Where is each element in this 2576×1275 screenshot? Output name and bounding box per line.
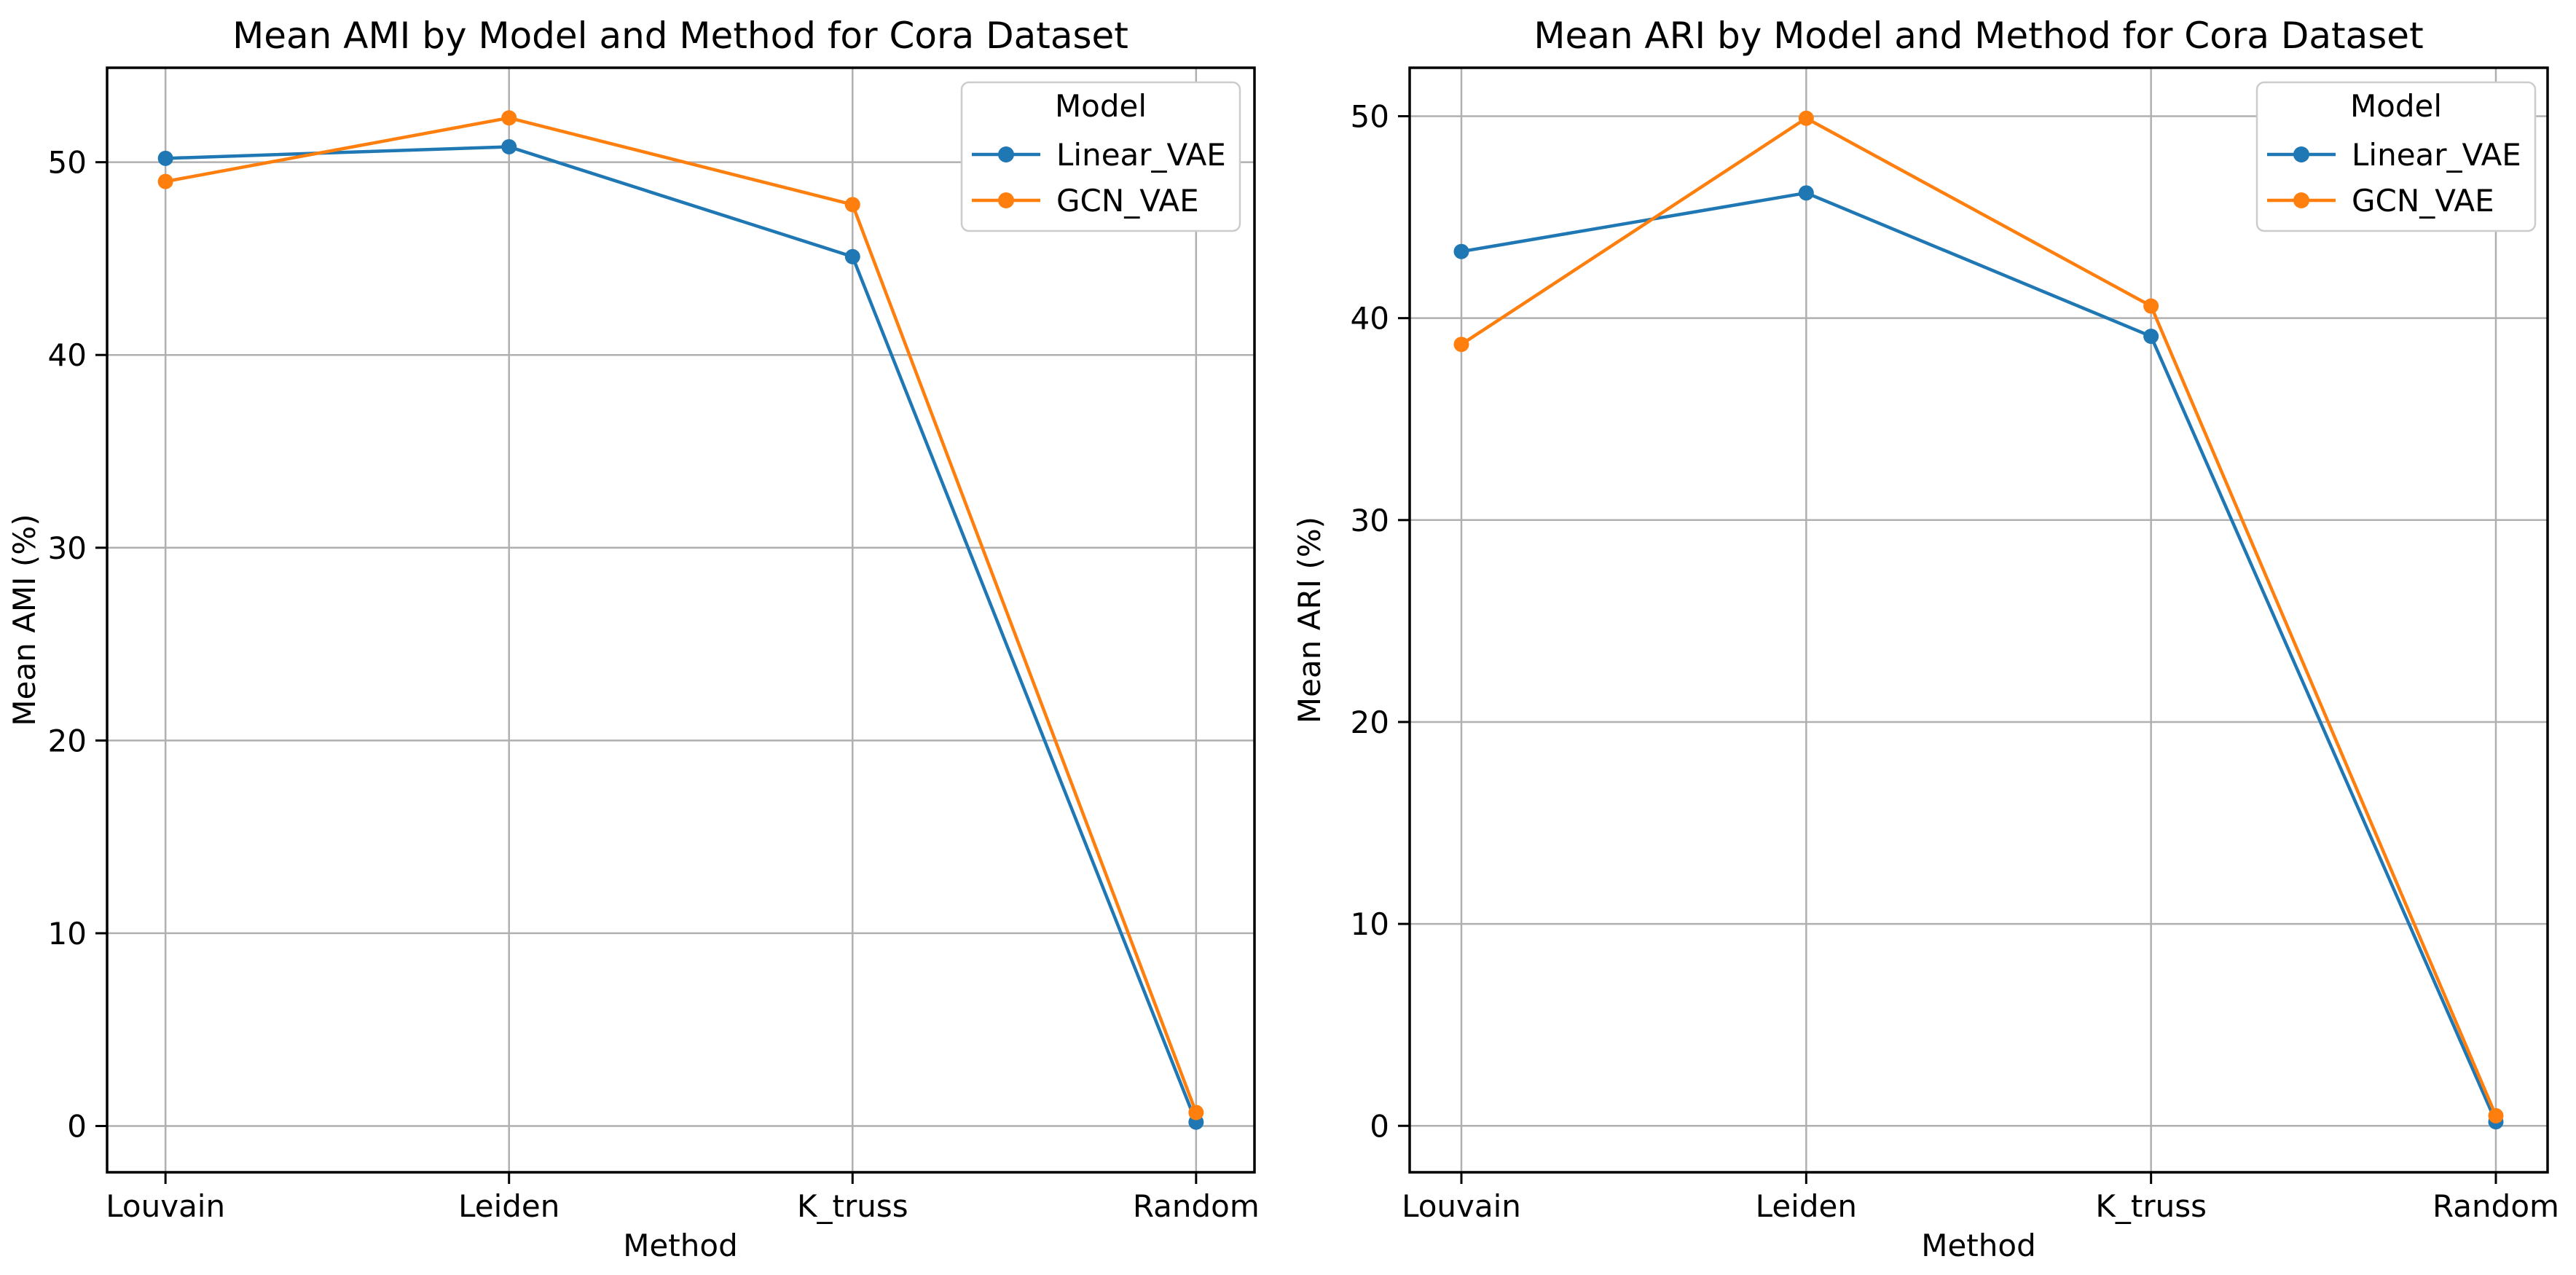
- y-tick-label-40: 40: [1351, 301, 1389, 337]
- data-point-GCN_VAE-Louvain: [157, 173, 173, 189]
- axes-spines: [1408, 66, 2549, 1174]
- plot-background: [1410, 68, 2548, 1172]
- chart-ari-plot-area: 0 10 20 30 40 50 Louvain Leiden K_truss Random: [1351, 66, 2559, 1224]
- data-point-Linear_VAE-K_truss: [2143, 329, 2159, 345]
- y-tick-label-30: 30: [1351, 503, 1389, 538]
- y-tick-label-40: 40: [48, 337, 87, 373]
- y-tick-label-20: 20: [1351, 705, 1389, 740]
- axes-spines: [106, 66, 1256, 1174]
- data-point-GCN_VAE-Random: [1188, 1105, 1204, 1121]
- chart-ami-xlabel: Method: [623, 1228, 738, 1263]
- legend-box: [960, 81, 1241, 232]
- chart-ari-legend-title: Model: [2350, 88, 2442, 124]
- data-point-Linear_VAE-Louvain: [157, 150, 173, 166]
- series-line-GCN_VAE: [163, 116, 1198, 1115]
- chart-ami: 0 10 20 30 40 50 Louvain Leiden K_truss Random Me…: [7, 15, 1260, 1263]
- chart-ami-legend-label-linear-vae: Linear_VAE: [1056, 137, 1226, 173]
- chart-ari-legend-label-gcn-vae: GCN_VAE: [2352, 183, 2494, 219]
- y-tick-label-0: 0: [1370, 1108, 1389, 1144]
- chart-ari-ylabel: Mean ARI (%): [1292, 517, 1327, 723]
- chart-ami-title: Mean AMI by Model and Method for Cora Da…: [232, 15, 1128, 57]
- chart-ari: 0 10 20 30 40 50 Louvain Leiden K_truss Random Me…: [1292, 15, 2559, 1263]
- legend-marker-sample-Linear_VAE: [2293, 146, 2309, 162]
- chart-ari-title: Mean ARI by Model and Method for Cora Da…: [1534, 15, 2423, 57]
- y-tick-label-0: 0: [67, 1109, 87, 1145]
- series-line-GCN_VAE: [1459, 117, 2498, 1118]
- y-tick-label-50: 50: [1351, 99, 1389, 135]
- series-line-Linear_VAE: [163, 145, 1198, 1124]
- legend-marker-sample-GCN_VAE: [998, 192, 1014, 208]
- data-point-Linear_VAE-Louvain: [1453, 243, 1469, 259]
- data-point-GCN_VAE-Random: [2488, 1107, 2504, 1123]
- data-point-GCN_VAE-Louvain: [1453, 337, 1469, 353]
- chart-ami-legend-title: Model: [1055, 88, 1147, 124]
- data-point-Linear_VAE-Leiden: [501, 138, 517, 154]
- data-point-Linear_VAE-Leiden: [1798, 185, 1814, 201]
- y-tick-label-30: 30: [48, 530, 87, 566]
- chart-ari-xlabel: Method: [1921, 1228, 2036, 1263]
- series-line-Linear_VAE: [1459, 191, 2498, 1123]
- x-tick-label-Random: Random: [2432, 1188, 2559, 1224]
- plot-background: [107, 68, 1254, 1172]
- legend-marker-sample-Linear_VAE: [998, 146, 1014, 162]
- legend-marker-sample-GCN_VAE: [2293, 192, 2309, 208]
- x-tick-label-Random: Random: [1133, 1188, 1260, 1224]
- x-tick-label-Leiden: Leiden: [1756, 1188, 1857, 1224]
- x-tick-label-Louvain: Louvain: [106, 1188, 225, 1224]
- x-tick-label-K_truss: K_truss: [2095, 1188, 2207, 1224]
- y-tick-label-10: 10: [1351, 906, 1389, 942]
- y-tick-label-10: 10: [48, 916, 87, 952]
- y-tick-label-50: 50: [48, 145, 87, 181]
- chart-ami-ylabel: Mean AMI (%): [7, 514, 42, 726]
- legend-box: [2255, 81, 2537, 232]
- data-point-GCN_VAE-Leiden: [501, 110, 517, 126]
- y-tick-label-20: 20: [48, 723, 87, 758]
- data-point-Linear_VAE-K_truss: [844, 248, 860, 264]
- x-tick-label-Leiden: Leiden: [458, 1188, 559, 1224]
- data-point-GCN_VAE-K_truss: [844, 197, 860, 213]
- x-tick-label-Louvain: Louvain: [1402, 1188, 1521, 1224]
- chart-ami-legend-label-gcn-vae: GCN_VAE: [1056, 183, 1199, 219]
- data-point-GCN_VAE-Leiden: [1798, 110, 1814, 126]
- x-tick-label-K_truss: K_truss: [797, 1188, 908, 1224]
- chart-ami-plot-area: 0 10 20 30 40 50 Louvain Leiden K_truss Random: [48, 66, 1260, 1224]
- chart-ari-legend-label-linear-vae: Linear_VAE: [2352, 137, 2521, 173]
- data-point-GCN_VAE-K_truss: [2143, 298, 2159, 314]
